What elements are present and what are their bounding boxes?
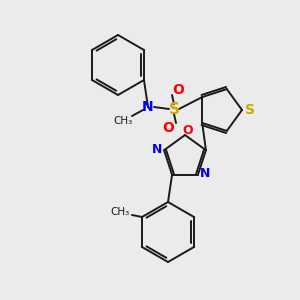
Text: N: N [152, 143, 162, 156]
Text: O: O [172, 83, 184, 97]
Text: O: O [162, 121, 174, 135]
Text: S: S [169, 101, 179, 116]
Text: O: O [183, 124, 193, 137]
Text: CH₃: CH₃ [110, 207, 130, 217]
Text: CH₃: CH₃ [113, 116, 133, 126]
Text: S: S [245, 103, 255, 117]
Text: N: N [142, 100, 154, 114]
Text: N: N [200, 167, 210, 180]
